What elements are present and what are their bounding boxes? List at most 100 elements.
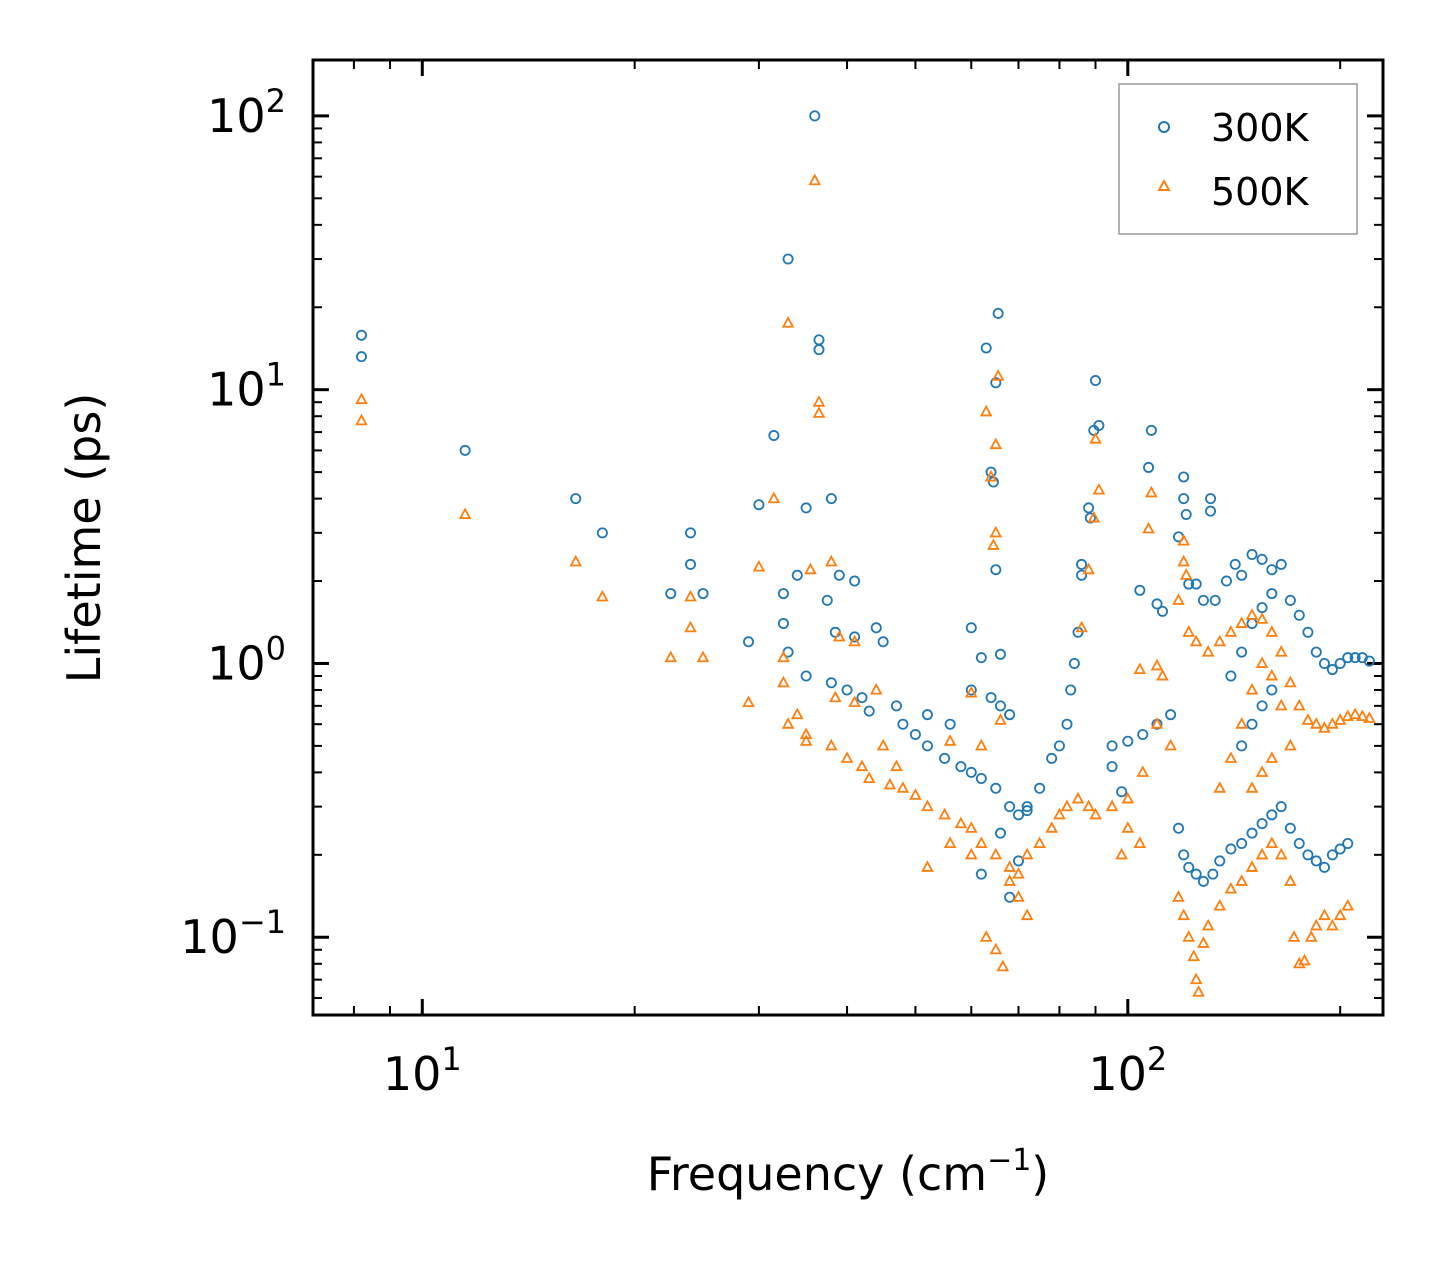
data-point: [782, 253, 794, 265]
data-point: [848, 634, 861, 647]
data-point: [1309, 918, 1323, 931]
data-point: [965, 684, 977, 696]
data-point: [921, 709, 933, 721]
data-point: [849, 631, 861, 643]
data-point: [685, 527, 697, 539]
data-point: [1302, 626, 1314, 638]
data-point: [1136, 765, 1150, 777]
data-point: [1137, 729, 1149, 741]
data-point: [980, 342, 992, 354]
data-point: [1246, 718, 1258, 730]
y-tick-label: 101: [207, 356, 286, 417]
data-point: [1020, 847, 1034, 860]
data-point: [1172, 890, 1185, 902]
data-point: [1084, 512, 1096, 524]
data-point: [862, 771, 876, 784]
data-point: [1178, 849, 1190, 861]
data-point: [1265, 751, 1279, 763]
data-point: [1177, 554, 1190, 567]
data-point: [1071, 791, 1085, 804]
data-point: [989, 942, 1003, 955]
data-point: [1245, 608, 1259, 620]
data-point: [938, 807, 951, 820]
data-point: [821, 594, 833, 606]
data-point: [1224, 881, 1238, 894]
y-tick-label: 100: [207, 629, 286, 690]
data-point: [1151, 598, 1163, 610]
data-point: [1220, 575, 1232, 587]
data-point: [848, 695, 861, 708]
data-point: [1134, 584, 1146, 596]
data-point: [1256, 602, 1268, 614]
data-point: [1293, 609, 1305, 621]
data-point: [832, 629, 846, 642]
data-point: [1013, 855, 1025, 867]
series-500K: [355, 173, 1376, 997]
data-point: [1182, 930, 1196, 942]
data-point: [1265, 625, 1279, 637]
data-point: [1256, 700, 1268, 712]
data-point: [1363, 655, 1375, 667]
data-point: [1266, 588, 1278, 600]
data-point: [964, 821, 978, 833]
data-point: [1334, 657, 1346, 669]
data-point: [1183, 861, 1195, 873]
data-point: [1349, 652, 1361, 664]
data-point: [1177, 908, 1190, 921]
data-point: [890, 759, 903, 772]
data-point: [965, 766, 977, 778]
series-300K: [355, 110, 1375, 903]
data-point: [790, 707, 804, 720]
data-point: [1348, 707, 1362, 720]
data-point: [1021, 801, 1033, 813]
data-point: [791, 569, 803, 581]
data-point: [1189, 634, 1203, 647]
data-point: [1235, 717, 1248, 729]
x-tick-label: 102: [1088, 1040, 1167, 1101]
data-point: [800, 502, 812, 514]
data-point: [743, 636, 755, 648]
data-point: [939, 752, 951, 764]
data-point: [955, 761, 967, 773]
data-point: [987, 538, 1000, 550]
data-point: [753, 499, 765, 511]
data-point: [1012, 890, 1025, 902]
data-point: [921, 740, 933, 752]
data-point: [1053, 740, 1065, 752]
y-axis-title: Lifetime (ps): [57, 393, 111, 684]
data-point: [1246, 549, 1258, 561]
data-point: [1157, 605, 1169, 617]
data-point: [994, 648, 1006, 660]
data-point: [1045, 821, 1058, 833]
data-point: [1236, 837, 1248, 849]
data-point: [996, 959, 1010, 972]
data-point: [921, 799, 934, 812]
data-point: [1190, 578, 1202, 590]
data-point: [1145, 485, 1158, 498]
data-point: [1197, 936, 1210, 948]
data-point: [1213, 898, 1227, 911]
data-point: [1310, 855, 1322, 867]
y-tick-label: 102: [207, 82, 286, 143]
data-point: [989, 847, 1003, 860]
x-axis-title: Frequency (cm−1): [647, 1143, 1050, 1201]
data-point: [1326, 918, 1339, 931]
data-point: [1197, 594, 1209, 606]
data-point: [1034, 782, 1046, 794]
data-point: [1265, 668, 1279, 681]
data-point: [1292, 956, 1306, 969]
legend-marker-500k: [1157, 178, 1171, 191]
data-point: [1012, 867, 1025, 879]
legend-box: [1118, 83, 1358, 235]
data-point: [1082, 562, 1095, 575]
data-point: [1318, 657, 1330, 669]
legend-marker-300k: [1158, 121, 1170, 133]
data-point: [781, 717, 795, 729]
data-point: [768, 430, 780, 442]
data-point: [596, 589, 609, 602]
data-point: [1068, 657, 1080, 669]
data-point: [1205, 505, 1217, 517]
data-point: [665, 588, 677, 600]
data-point: [1150, 717, 1164, 729]
data-point: [825, 738, 838, 751]
